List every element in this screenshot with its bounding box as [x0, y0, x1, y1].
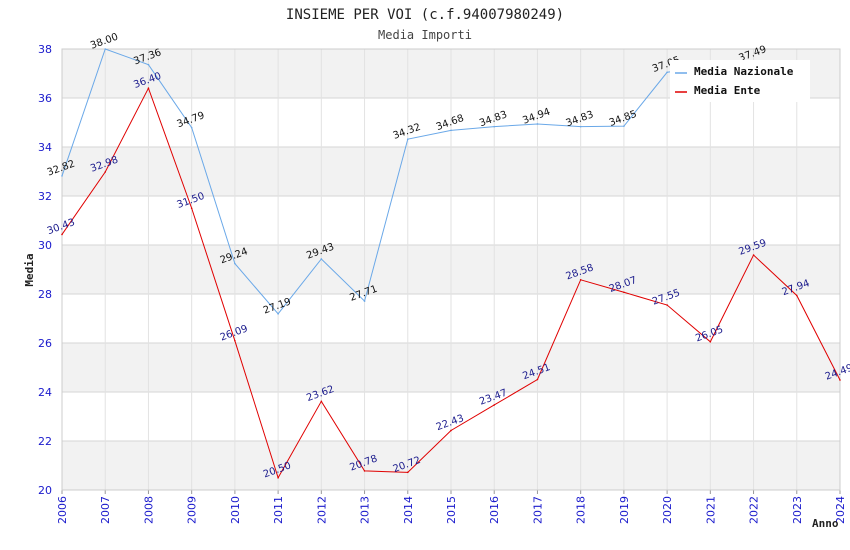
data-point-media-ente: [579, 278, 582, 281]
data-point-media-ente: [666, 304, 668, 306]
data-point-media-ente: [536, 378, 539, 381]
x-tick-label: 2010: [229, 496, 242, 524]
data-point-media-ente: [61, 233, 63, 236]
data-point-media-ente: [104, 171, 107, 173]
data-point-media-nazionale: [234, 262, 236, 265]
chart-subtitle: Media Importi: [378, 28, 472, 42]
x-tick-label: 2024: [834, 496, 847, 524]
legend-box: [670, 60, 810, 102]
x-tick-label: 2007: [99, 496, 112, 524]
x-tick-label: 2014: [402, 496, 415, 524]
data-point-media-nazionale: [190, 126, 193, 129]
data-point-media-nazionale: [61, 175, 63, 177]
data-point-media-nazionale: [277, 313, 279, 315]
data-point-media-ente: [234, 339, 236, 342]
legend: Media Nazionale Media Ente: [670, 60, 810, 102]
x-tick-label: 2021: [704, 496, 717, 524]
chart-title: INSIEME PER VOI (c.f.94007980249): [286, 7, 564, 23]
plot-frame: [61, 48, 841, 491]
data-point-media-nazionale: [104, 48, 107, 50]
y-tick-label: 24: [38, 386, 52, 399]
data-point-media-ente: [277, 476, 279, 479]
data-point-media-ente: [752, 254, 755, 256]
x-tick-label: 2012: [315, 496, 328, 524]
data-point-media-ente: [709, 340, 712, 343]
x-tick-label: 2023: [791, 496, 804, 524]
data-point-media-nazionale: [666, 71, 668, 74]
series-lines: [61, 48, 841, 479]
y-axis-ticks: 20 22 24 26 28 30 32 34 36 38: [38, 43, 52, 497]
data-point-media-nazionale: [147, 63, 150, 66]
y-tick-label: 32: [38, 190, 52, 203]
y-tick-label: 36: [38, 92, 52, 105]
x-tick-label: 2022: [748, 496, 761, 524]
x-tick-label: 2008: [142, 496, 155, 524]
series-line-media-nazionale: [61, 48, 754, 315]
data-point-media-nazionale: [363, 300, 366, 302]
data-point-media-nazionale: [493, 125, 496, 128]
y-tick-label: 26: [38, 337, 52, 350]
x-axis-ticks: 2006 2007 2008 2009 2010 2011 2012 2013 2014 2015…: [56, 496, 847, 524]
legend-label-media-ente: Media Ente: [694, 84, 761, 97]
x-tick-label: 2018: [575, 496, 588, 524]
data-point-media-ente: [320, 400, 323, 403]
data-point-media-nazionale: [623, 125, 625, 127]
y-axis-label: Media: [23, 253, 36, 286]
x-tick-label: 2016: [488, 496, 501, 524]
y-tick-label: 28: [38, 288, 52, 301]
x-tick-label: 2013: [359, 496, 372, 524]
data-point-media-nazionale: [320, 258, 323, 260]
data-point-media-nazionale: [406, 138, 409, 140]
data-point-media-ente: [795, 294, 798, 297]
y-tick-label: 30: [38, 239, 52, 252]
data-point-media-ente: [147, 87, 150, 89]
x-axis-label: Anno: [812, 517, 839, 530]
y-tick-label: 34: [38, 141, 52, 154]
x-tick-label: 2015: [445, 496, 458, 524]
x-tick-label: 2017: [531, 496, 544, 524]
x-tick-label: 2020: [661, 496, 674, 524]
grid-lines: [61, 48, 841, 494]
y-tick-label: 20: [38, 484, 52, 497]
data-point-media-ente: [623, 291, 625, 294]
x-tick-label: 2011: [272, 496, 285, 524]
data-point-media-ente: [493, 404, 496, 406]
data-point-media-nazionale: [536, 123, 539, 125]
data-point-media-nazionale: [450, 129, 452, 132]
data-point-media-nazionale: [579, 125, 582, 128]
data-point-media-ente: [839, 379, 841, 381]
y-tick-label: 38: [38, 43, 52, 56]
data-point-media-ente: [450, 429, 452, 432]
x-tick-label: 2019: [618, 496, 631, 524]
y-tick-label: 22: [38, 435, 52, 448]
x-tick-label: 2006: [56, 496, 69, 524]
data-point-media-ente: [363, 470, 366, 472]
data-point-media-ente: [406, 471, 409, 474]
data-point-media-ente: [190, 207, 193, 210]
legend-label-media-nazionale: Media Nazionale: [694, 65, 794, 78]
x-tick-label: 2009: [186, 496, 199, 524]
